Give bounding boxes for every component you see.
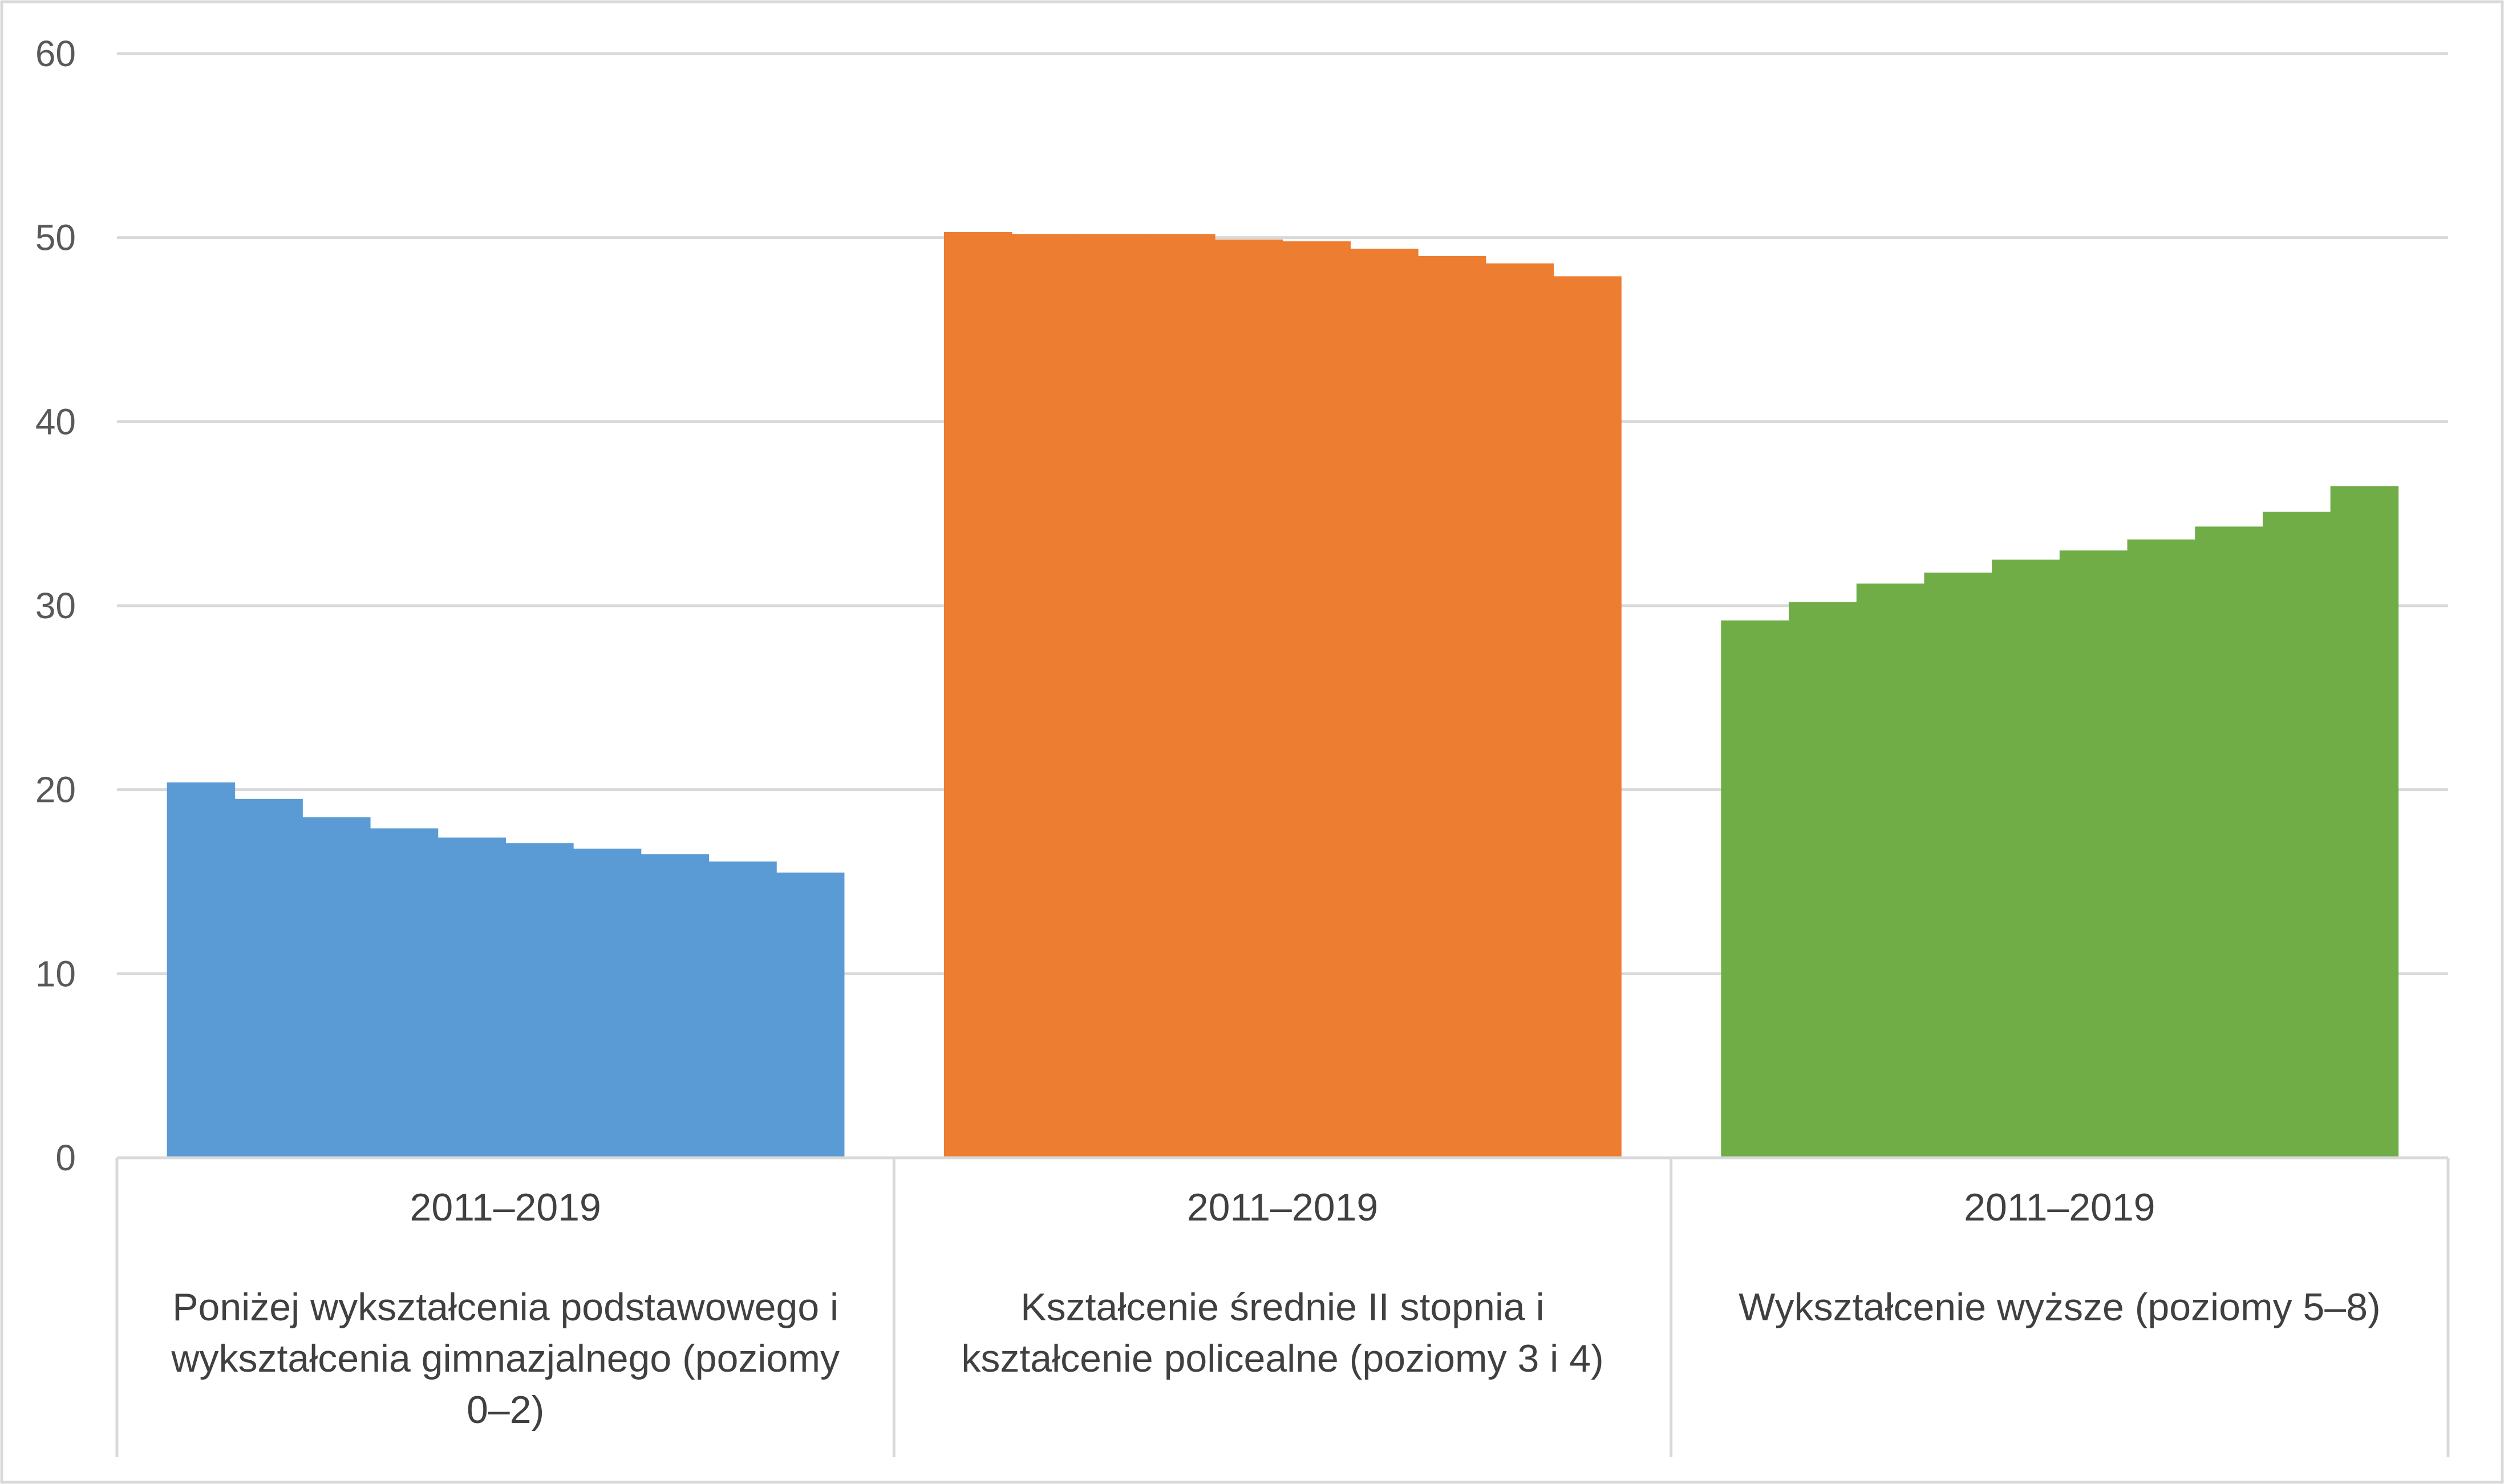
- bar-2014: [370, 828, 439, 1158]
- category-label-line: kształcenie policealne (poziomy 3 i 4): [961, 1337, 1603, 1380]
- bar-2020: [1553, 276, 1622, 1158]
- bar-2013: [1856, 583, 1925, 1158]
- period-label: 2011–2019: [410, 1186, 601, 1229]
- bar-2019: [2262, 512, 2331, 1158]
- category-label-line: Kształcenie średnie II stopnia i: [1020, 1286, 1545, 1329]
- bar-2019: [1485, 263, 1554, 1158]
- bar-2018: [1417, 256, 1486, 1158]
- bar-2017: [573, 848, 642, 1158]
- bar-2020: [2330, 486, 2399, 1158]
- y-tick-label: 30: [35, 585, 76, 626]
- bar-2011: [1721, 620, 1789, 1158]
- y-tick-label: 20: [35, 769, 76, 810]
- bar-group-2: [944, 232, 1622, 1158]
- category-label-line: Wykształcenie wyższe (poziomy 5–8): [1739, 1286, 2381, 1329]
- bar-group-3: [1721, 486, 2399, 1158]
- bar-2017: [1350, 249, 1419, 1158]
- bar-2012: [1789, 602, 1857, 1158]
- bar-2018: [641, 854, 710, 1158]
- bar-2015: [437, 837, 506, 1158]
- bar-2013: [1079, 234, 1148, 1158]
- bar-2016: [1282, 241, 1351, 1158]
- bar-2015: [1214, 239, 1283, 1158]
- bar-2011: [944, 232, 1012, 1158]
- bar-2018: [2195, 526, 2263, 1158]
- bar-2017: [2127, 539, 2196, 1158]
- bar-2014: [1924, 572, 1992, 1158]
- bar-2011: [167, 782, 236, 1158]
- bar-group-1: [167, 782, 845, 1158]
- y-tick-label: 40: [35, 401, 76, 442]
- period-label: 2011–2019: [1187, 1186, 1378, 1229]
- bar-2016: [2059, 550, 2128, 1158]
- y-tick-label: 50: [35, 217, 76, 258]
- y-tick-label: 60: [35, 33, 76, 74]
- y-tick-label: 10: [35, 953, 76, 994]
- period-label: 2011–2019: [1964, 1186, 2155, 1229]
- category-label-line: 0–2): [467, 1388, 544, 1432]
- y-tick-label: 0: [55, 1137, 76, 1178]
- bar-2015: [1992, 559, 2060, 1158]
- category-label-line: wykształcenia gimnazjalnego (poziomy: [171, 1337, 840, 1380]
- y-axis-tick-labels: 0 10 20 30 40 50 60: [35, 33, 76, 1178]
- bar-2020: [776, 872, 845, 1158]
- bar-2014: [1147, 234, 1215, 1158]
- bars: [167, 232, 2399, 1158]
- bar-2019: [708, 861, 777, 1158]
- category-label-line: Poniżej wykształcenia podstawowego i: [172, 1286, 838, 1329]
- bar-2013: [302, 817, 371, 1158]
- x-axis: [115, 1156, 2450, 1457]
- bar-2012: [234, 798, 303, 1158]
- category-labels: 2011–2019 Poniżej wykształcenia podstawow…: [171, 1186, 2380, 1432]
- bar-2012: [1011, 234, 1080, 1158]
- bar-2016: [505, 843, 574, 1158]
